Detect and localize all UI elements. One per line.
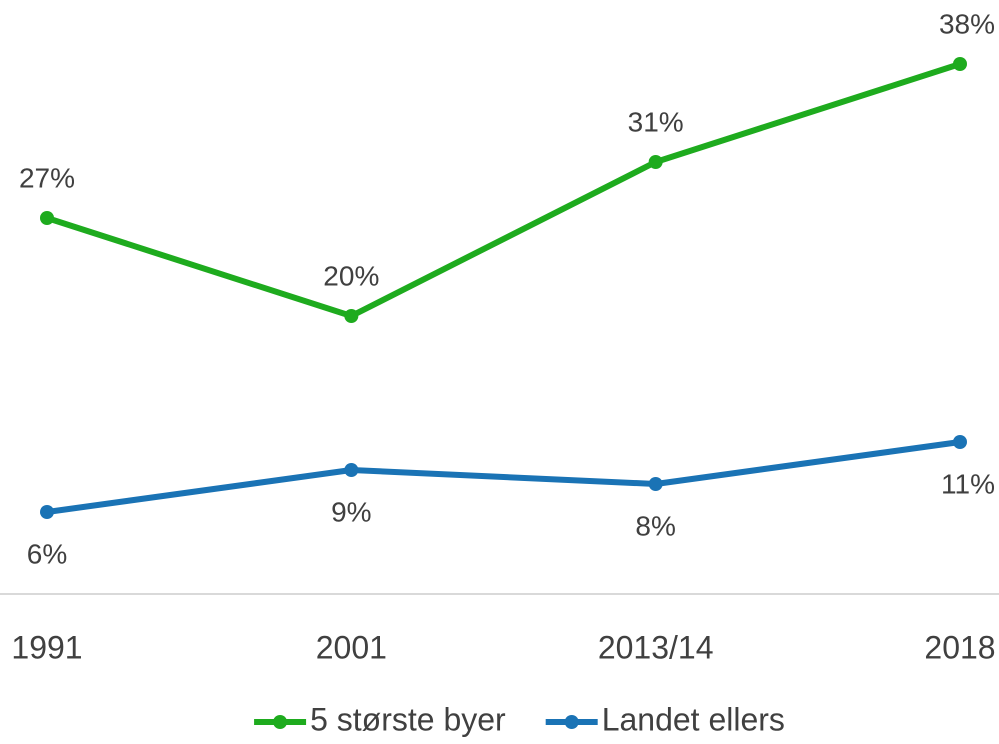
x-tick-label: 2018 xyxy=(924,629,995,665)
point xyxy=(40,505,54,519)
point xyxy=(953,57,967,71)
data-label: 20% xyxy=(323,260,379,291)
series-line xyxy=(46,61,961,319)
legend-label: Landet ellers xyxy=(602,701,785,737)
data-label: 9% xyxy=(331,496,371,527)
data-label: 38% xyxy=(939,8,995,39)
data-label: 11% xyxy=(941,468,995,499)
point xyxy=(344,309,359,323)
data-label: 27% xyxy=(19,162,75,193)
point xyxy=(953,435,967,449)
data-label: 31% xyxy=(628,106,684,137)
point xyxy=(648,477,663,491)
data-label: 6% xyxy=(27,538,67,569)
legend-label: 5 største byer xyxy=(310,701,506,737)
x-tick-label: 2013/14 xyxy=(598,629,714,665)
legend-marker xyxy=(564,715,579,729)
point xyxy=(344,463,359,477)
series-line xyxy=(46,439,961,515)
x-tick-label: 2001 xyxy=(316,629,387,665)
point xyxy=(648,155,663,169)
data-label: 8% xyxy=(635,510,675,541)
point xyxy=(40,211,54,225)
legend-marker xyxy=(273,715,288,729)
x-tick-label: 1991 xyxy=(11,629,82,665)
